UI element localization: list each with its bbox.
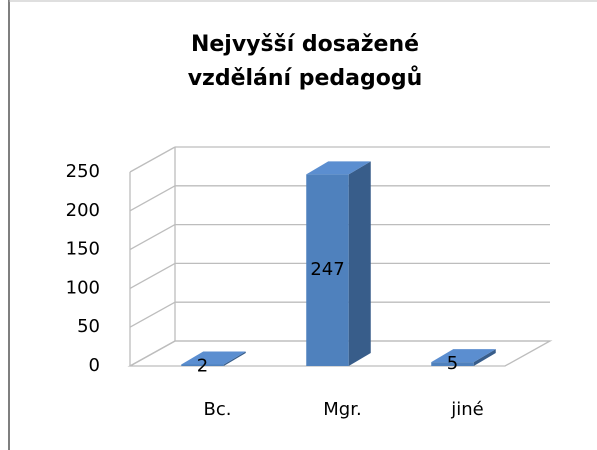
bar bbox=[431, 349, 496, 366]
y-tick-label: 200 bbox=[66, 200, 100, 221]
x-tick-label: Bc. bbox=[204, 399, 232, 420]
grid-line bbox=[129, 146, 176, 173]
grid-line bbox=[129, 340, 176, 367]
bar-face bbox=[473, 349, 496, 366]
y-tick-label: 50 bbox=[77, 316, 100, 337]
y-tick-label: 0 bbox=[89, 355, 100, 376]
bar bbox=[181, 351, 246, 366]
grid-line bbox=[129, 224, 176, 251]
value-label: 5 bbox=[447, 353, 458, 374]
bar-face bbox=[181, 351, 246, 365]
x-tick-label: jiné bbox=[450, 399, 483, 420]
value-label: 2 bbox=[197, 355, 208, 376]
chart-title: Nejvyšší dosažené vzdělání pedagogů bbox=[187, 32, 423, 91]
bar bbox=[306, 161, 371, 366]
grid-line bbox=[129, 301, 176, 328]
y-tick-label: 250 bbox=[66, 161, 100, 182]
grid-line bbox=[129, 185, 176, 212]
y-tick-label: 100 bbox=[66, 277, 100, 298]
value-label: 247 bbox=[310, 259, 344, 280]
bar-face bbox=[431, 349, 496, 363]
bar-face bbox=[181, 364, 224, 366]
x-tick-label: Mgr. bbox=[323, 399, 361, 420]
bar-face bbox=[223, 351, 246, 366]
bar-face bbox=[431, 362, 474, 366]
bar-face bbox=[306, 161, 371, 175]
grid-line bbox=[129, 262, 176, 289]
bar-face bbox=[306, 174, 349, 366]
y-tick-label: 150 bbox=[66, 239, 100, 260]
bar-face bbox=[348, 161, 371, 366]
